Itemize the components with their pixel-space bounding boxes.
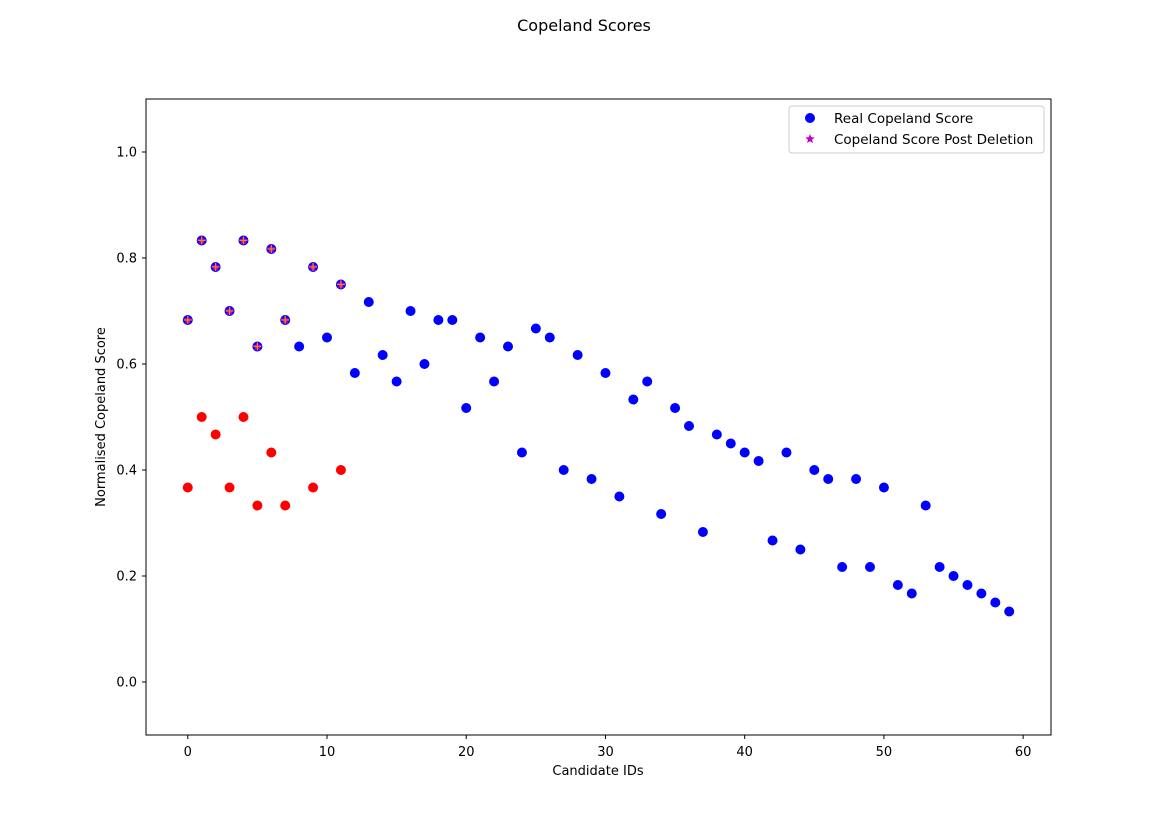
real-score-point xyxy=(823,474,834,485)
data-markers xyxy=(182,235,1015,617)
real-score-point xyxy=(684,421,694,432)
x-tick-label: 20 xyxy=(458,745,475,760)
plus-marker xyxy=(336,280,345,289)
real-score-point xyxy=(697,527,708,538)
real-score-point xyxy=(851,474,862,485)
real-score-point xyxy=(962,580,973,591)
real-score-point xyxy=(906,588,917,599)
real-score-point xyxy=(892,580,903,591)
real-score-point xyxy=(795,544,806,555)
plus-marker xyxy=(225,307,234,315)
real-score-point xyxy=(934,561,945,572)
x-tick-label: 50 xyxy=(876,745,893,760)
legend-label-post-deletion: Copeland Score Post Deletion xyxy=(834,132,1033,148)
real-score-point xyxy=(475,332,486,343)
real-score-point xyxy=(865,561,875,572)
real-score-point xyxy=(614,491,625,502)
x-tick-label: 30 xyxy=(597,745,614,760)
x-tick-label: 10 xyxy=(319,745,336,760)
red-score-point xyxy=(196,412,207,422)
x-axis-label: Candidate IDs xyxy=(552,764,643,779)
y-tick-label: 0.6 xyxy=(116,358,137,373)
real-score-point xyxy=(990,597,1001,608)
real-score-point xyxy=(461,402,472,413)
real-score-point xyxy=(544,332,555,343)
real-score-point xyxy=(670,402,681,413)
legend-marker-real-score xyxy=(805,113,815,123)
real-score-point xyxy=(725,438,736,449)
x-tick-label: 40 xyxy=(736,745,753,760)
real-score-point xyxy=(767,535,778,546)
real-score-point xyxy=(447,315,458,326)
plus-marker xyxy=(309,263,318,272)
red-score-point xyxy=(335,465,346,475)
y-axis-label: Normalised Copeland Score xyxy=(94,327,109,507)
real-score-point xyxy=(419,359,430,369)
x-tick-label: 60 xyxy=(1015,745,1032,760)
real-score-point xyxy=(322,332,332,343)
real-score-point xyxy=(1004,606,1015,617)
real-score-point xyxy=(391,376,402,387)
real-score-point xyxy=(405,306,416,316)
real-score-point xyxy=(586,474,597,485)
red-score-point xyxy=(182,482,193,493)
real-score-point xyxy=(656,508,667,519)
plus-marker xyxy=(253,342,262,351)
real-score-point xyxy=(363,296,374,307)
plus-marker xyxy=(197,236,206,245)
y-tick-label: 1.0 xyxy=(116,146,137,161)
real-score-point xyxy=(948,571,959,581)
real-score-point xyxy=(558,465,569,475)
legend-frame xyxy=(788,105,1045,154)
y-tick-label: 0.4 xyxy=(116,464,137,479)
red-score-point xyxy=(308,482,319,493)
real-score-point xyxy=(837,561,848,572)
y-tick-label: 0.0 xyxy=(116,676,137,691)
red-score-point xyxy=(266,447,277,458)
real-score-point xyxy=(920,500,931,511)
real-score-point xyxy=(976,588,987,599)
real-score-point xyxy=(642,376,653,387)
real-score-point xyxy=(878,482,889,493)
chart-title: Copeland Scores xyxy=(517,16,651,35)
real-score-point xyxy=(294,341,305,352)
plot-frame xyxy=(145,98,1052,736)
red-score-point xyxy=(238,412,249,422)
y-tick-label: 0.2 xyxy=(116,570,137,585)
real-score-point xyxy=(433,315,444,326)
legend-label-real-score: Real Copeland Score xyxy=(834,111,973,127)
real-score-point xyxy=(572,349,583,360)
red-score-point xyxy=(210,429,221,440)
red-score-point xyxy=(252,500,263,511)
legend-marker-post-deletion xyxy=(805,134,815,144)
real-score-point xyxy=(489,376,500,387)
x-tick-label: 0 xyxy=(184,745,192,760)
y-axis-ticks: 0.0 0.2 0.4 0.6 0.8 1.0 xyxy=(116,146,146,691)
real-score-point xyxy=(739,447,750,458)
plus-marker xyxy=(281,316,290,325)
real-score-point xyxy=(600,368,611,379)
red-score-point xyxy=(280,500,291,511)
y-tick-label: 0.8 xyxy=(116,252,137,267)
real-score-point xyxy=(628,394,639,405)
real-score-point xyxy=(516,447,527,458)
real-score-point xyxy=(503,341,513,352)
plot-area xyxy=(145,98,1052,736)
real-score-point xyxy=(711,429,722,440)
plus-marker xyxy=(211,263,220,272)
plus-marker xyxy=(239,236,248,245)
real-score-point xyxy=(753,455,764,466)
plot-background xyxy=(146,99,1051,735)
legend: Real Copeland Score Copeland Score Post … xyxy=(788,105,1045,154)
real-score-point xyxy=(809,465,820,475)
red-score-point xyxy=(224,482,235,493)
x-axis-ticks: 0 10 20 30 40 50 60 xyxy=(184,735,1032,760)
real-score-point xyxy=(530,323,541,334)
real-score-point xyxy=(349,368,360,379)
real-score-point xyxy=(377,349,388,360)
plus-marker xyxy=(183,316,192,325)
real-score-point xyxy=(781,447,792,458)
plus-marker xyxy=(267,244,276,253)
